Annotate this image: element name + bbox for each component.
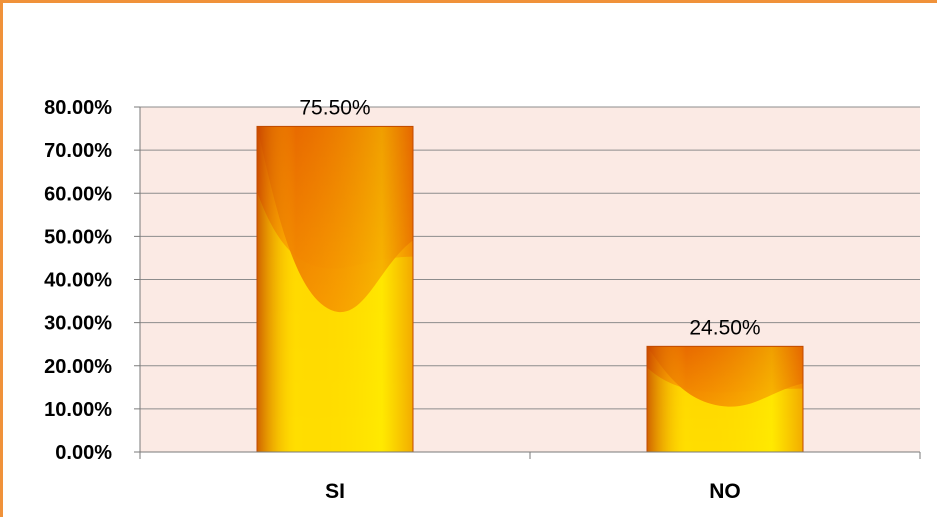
y-tick-label: 80.00% [44,97,112,119]
frame-border-left [0,0,3,517]
y-tick-label: 30.00% [44,313,112,335]
y-tick-label: 70.00% [44,140,112,162]
bars [256,125,804,453]
y-tick-label: 0.00% [55,442,112,464]
data-label: 75.50% [299,96,370,119]
frame-border-top [0,0,937,3]
bar-shading [647,346,803,452]
bar-si [256,125,414,453]
x-category-label: NO [709,480,741,503]
y-tick-label: 50.00% [44,226,112,248]
y-tick-label: 40.00% [44,270,112,292]
x-category-label: SI [325,480,345,503]
y-tick-label: 10.00% [44,399,112,421]
bar-shading [257,126,413,452]
bar-no [646,345,804,453]
axes [134,106,921,459]
y-tick-label: 20.00% [44,356,112,378]
y-tick-label: 60.00% [44,183,112,205]
labels: 0.00% 10.00% 20.00% 30.00% 40.00% 50.00% 60.00… [44,96,760,503]
data-label: 24.50% [689,316,760,339]
